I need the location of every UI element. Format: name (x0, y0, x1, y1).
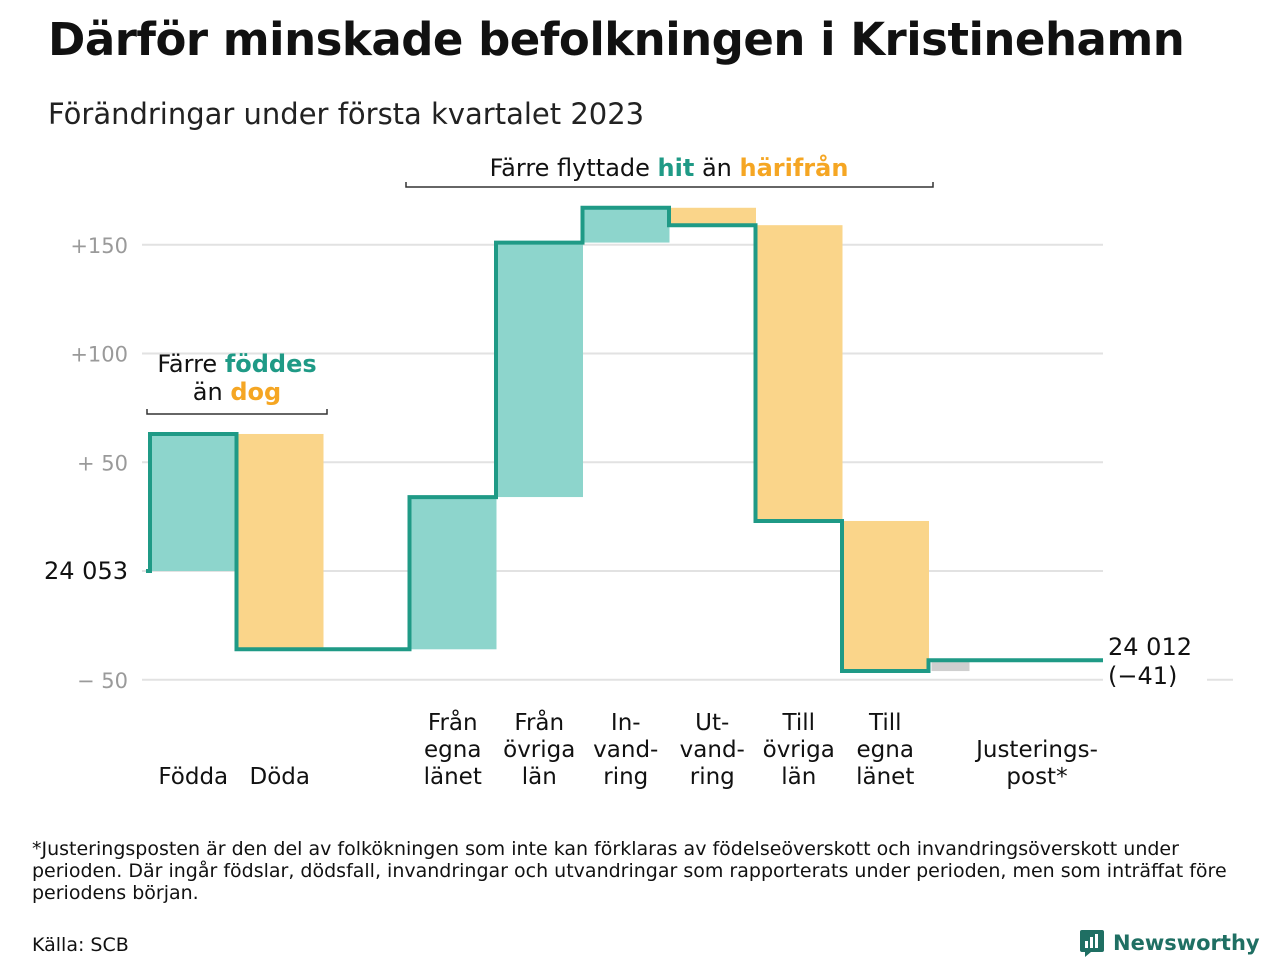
x-category-label: Från övriga län (503, 708, 575, 790)
brand-logo[interactable]: Newsworthy (1079, 928, 1260, 958)
x-category-label: Till övriga län (763, 710, 835, 790)
x-category-label: Justerings-post* (974, 737, 1098, 790)
bar (150, 433, 237, 571)
bar (496, 242, 583, 498)
births-bracket (146, 409, 328, 415)
bar (582, 207, 670, 243)
net-change-label: (−41) (1108, 662, 1177, 690)
source-note: Källa: SCB (32, 934, 129, 956)
bar (236, 433, 324, 650)
start-value-label: 24 053 (44, 557, 128, 585)
births-annotation-line2: än dog (193, 378, 281, 406)
newsworthy-logo-icon (1080, 930, 1104, 957)
y-tick-label: +150 (70, 234, 128, 258)
y-tick-label: + 50 (77, 451, 128, 475)
x-category-label: Födda (158, 764, 228, 790)
bar (931, 660, 970, 672)
moves-annotation: Färre flyttade hit än härifrån (490, 153, 849, 182)
x-category-label: Ut-vand-ring (680, 710, 745, 790)
bar (669, 207, 756, 226)
x-category-label: Från egna länet (424, 708, 482, 790)
x-category-label: Döda (250, 764, 310, 790)
x-category-label: In-vand-ring (593, 710, 658, 790)
end-value-label: 24 012 (1108, 633, 1192, 661)
y-tick-label: +100 (70, 343, 128, 367)
bar (409, 497, 497, 650)
moves-bracket (405, 182, 934, 188)
x-category-label: Till egna länet (856, 710, 914, 790)
chart-subtitle: Förändringar under första kvartalet 2023 (48, 97, 645, 131)
cumulative-line (146, 205, 1103, 673)
births-annotation-line1: Färre föddes (157, 350, 316, 378)
brand-name: Newsworthy (1113, 931, 1260, 955)
waterfall-chart: − 50 24 053 + 50 +100 +150 24 012(−41) Födda Dö… (44, 153, 1233, 790)
y-tick-label: − 50 (77, 669, 128, 693)
bar (755, 225, 843, 521)
bar (842, 520, 929, 672)
footnote: *Justeringsposten är den del av folkökni… (32, 838, 1227, 904)
chart-title: Därför minskade befolkningen i Kristineh… (48, 13, 1185, 66)
